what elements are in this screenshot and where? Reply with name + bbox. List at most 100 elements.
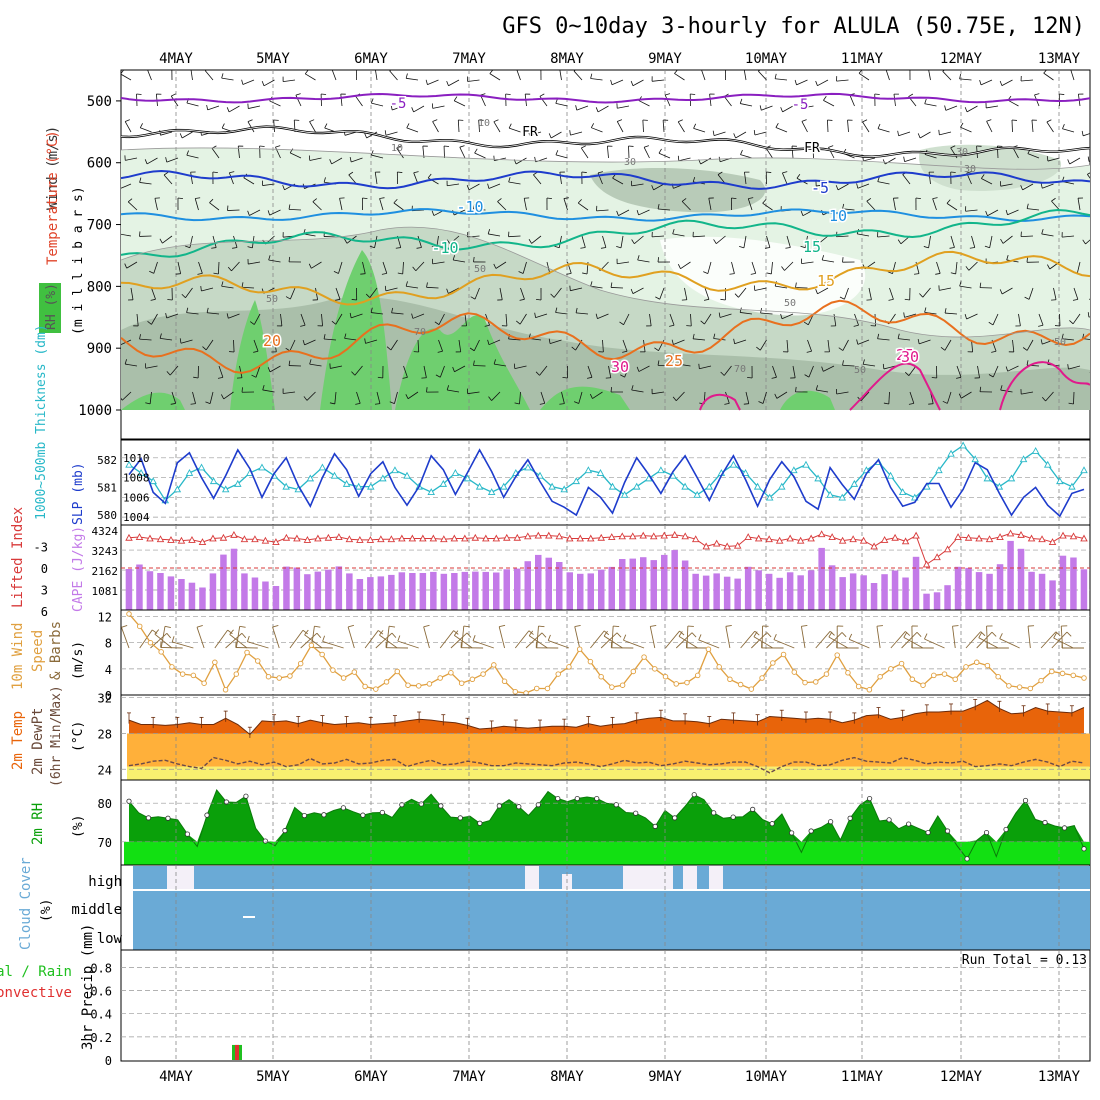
cape-bar — [388, 574, 395, 610]
wind-barb — [844, 287, 849, 300]
day-label-top: 7MAY — [452, 51, 486, 67]
wind-barb — [306, 391, 316, 401]
surface-wind-barb-flag — [472, 635, 476, 641]
surface-wind-barb — [214, 629, 229, 649]
lifted-index-series-point — [366, 535, 375, 543]
wind-speed-series-point — [437, 675, 443, 681]
wind-speed-series-point — [426, 681, 433, 687]
wind-barb — [334, 391, 337, 404]
lifted-index-series-point — [1006, 529, 1015, 537]
wind-barb-flag — [887, 271, 893, 274]
surface-wind-barb — [815, 631, 831, 649]
cape-bar — [398, 572, 406, 610]
lifted-index-series-point — [492, 534, 501, 542]
wind-barb-flag — [555, 307, 558, 313]
thickness-series-point — [1056, 477, 1064, 485]
wind-barb — [989, 235, 993, 248]
wind-barb — [331, 157, 343, 165]
wind-barb — [700, 157, 712, 165]
wind-barb — [884, 157, 896, 165]
wind-barb — [415, 261, 425, 272]
surface-wind-barb-flag — [166, 633, 172, 639]
lifted-index-series-point — [1059, 531, 1067, 539]
wind-speed-series-point — [705, 646, 712, 652]
wind-barb-flag — [590, 123, 595, 128]
wind-barb — [160, 337, 173, 341]
wind-barb-flag — [1094, 68, 1099, 69]
cape-bar — [807, 570, 815, 610]
wind-barb-flag — [186, 307, 189, 313]
thickness-series-point — [282, 482, 290, 490]
lifted-index-series-point — [964, 533, 973, 541]
wind-barb — [448, 287, 460, 294]
wind-barb — [371, 102, 384, 107]
wind-barb-flag — [205, 70, 208, 72]
wind-barb-flag — [121, 70, 124, 75]
wind-barb-flag — [1062, 124, 1065, 129]
wind-barb-flag — [411, 313, 414, 319]
wind-barb-flag — [991, 350, 997, 353]
lifted-index-series-point — [723, 542, 731, 550]
wind-barb — [522, 261, 527, 274]
wind-barb-flag — [658, 148, 662, 154]
pressure-tick-label: 1000 — [78, 403, 112, 419]
wind-barb-flag — [1022, 347, 1028, 351]
thickness-series-point — [596, 468, 605, 476]
thickness-series-point — [632, 482, 641, 490]
wind-barb — [707, 261, 712, 274]
wind-barb-flag — [221, 394, 225, 400]
wind-speed-series-point — [662, 673, 669, 680]
wind-barb — [658, 152, 671, 159]
wind-barb-flag — [127, 198, 133, 203]
wind-barb-flag — [959, 73, 962, 79]
rh2m-point — [711, 810, 717, 816]
wind-barb — [775, 127, 788, 133]
thickness-series-point — [705, 482, 714, 490]
wind-barb — [211, 148, 220, 159]
wind-barb — [898, 131, 911, 137]
wind-speed-series-point — [448, 670, 454, 676]
wind-speed-series-point — [501, 678, 508, 685]
wind-barb — [253, 313, 261, 325]
surface-wind-barb — [514, 630, 530, 649]
wind-barb — [857, 233, 870, 237]
wind-barb — [185, 287, 193, 298]
wind-barb-flag — [395, 247, 401, 249]
wind-barb-flag — [393, 198, 398, 204]
wind-barb-flag — [355, 403, 361, 405]
wind-barb — [827, 119, 829, 133]
wind-barb — [690, 313, 692, 327]
lifted-index-series-point — [807, 534, 815, 542]
wind-barb-flag — [179, 133, 183, 139]
rh-contour-label: 50 — [854, 365, 866, 376]
wind-barb — [519, 313, 527, 325]
wind-barb — [1000, 183, 1013, 187]
lifted-index-series-point — [314, 534, 322, 542]
lifted-index-series-point — [870, 542, 878, 550]
wind-barb — [1073, 287, 1079, 300]
cloud-row-middle: middle — [71, 902, 122, 918]
wind-barb — [417, 235, 422, 248]
wind-barb-flag — [1067, 364, 1069, 370]
cape-bar — [493, 572, 500, 610]
lifted-index-series-point — [901, 537, 910, 545]
thickness-series-point — [1043, 460, 1052, 468]
wind-barb — [457, 119, 460, 133]
wind-barb — [860, 391, 870, 402]
wind-barb — [858, 72, 870, 81]
surface-wind-barb — [528, 635, 548, 649]
wind-barb-flag — [374, 403, 381, 405]
wind-barb-flag — [452, 366, 455, 372]
wind-barb — [535, 313, 548, 319]
wind-barb — [823, 365, 835, 372]
wind-barb-flag — [671, 339, 674, 345]
wind-barb-flag — [241, 282, 244, 288]
cape-bar — [1007, 540, 1014, 610]
wind-speed-series-point — [1081, 675, 1087, 681]
wind-barb — [533, 174, 542, 185]
wind10-unit: (m/s) — [71, 641, 86, 680]
thickness-series-point — [1068, 482, 1076, 490]
surface-wind-barb-flag — [698, 634, 702, 641]
wind-barb-flag — [165, 313, 168, 319]
